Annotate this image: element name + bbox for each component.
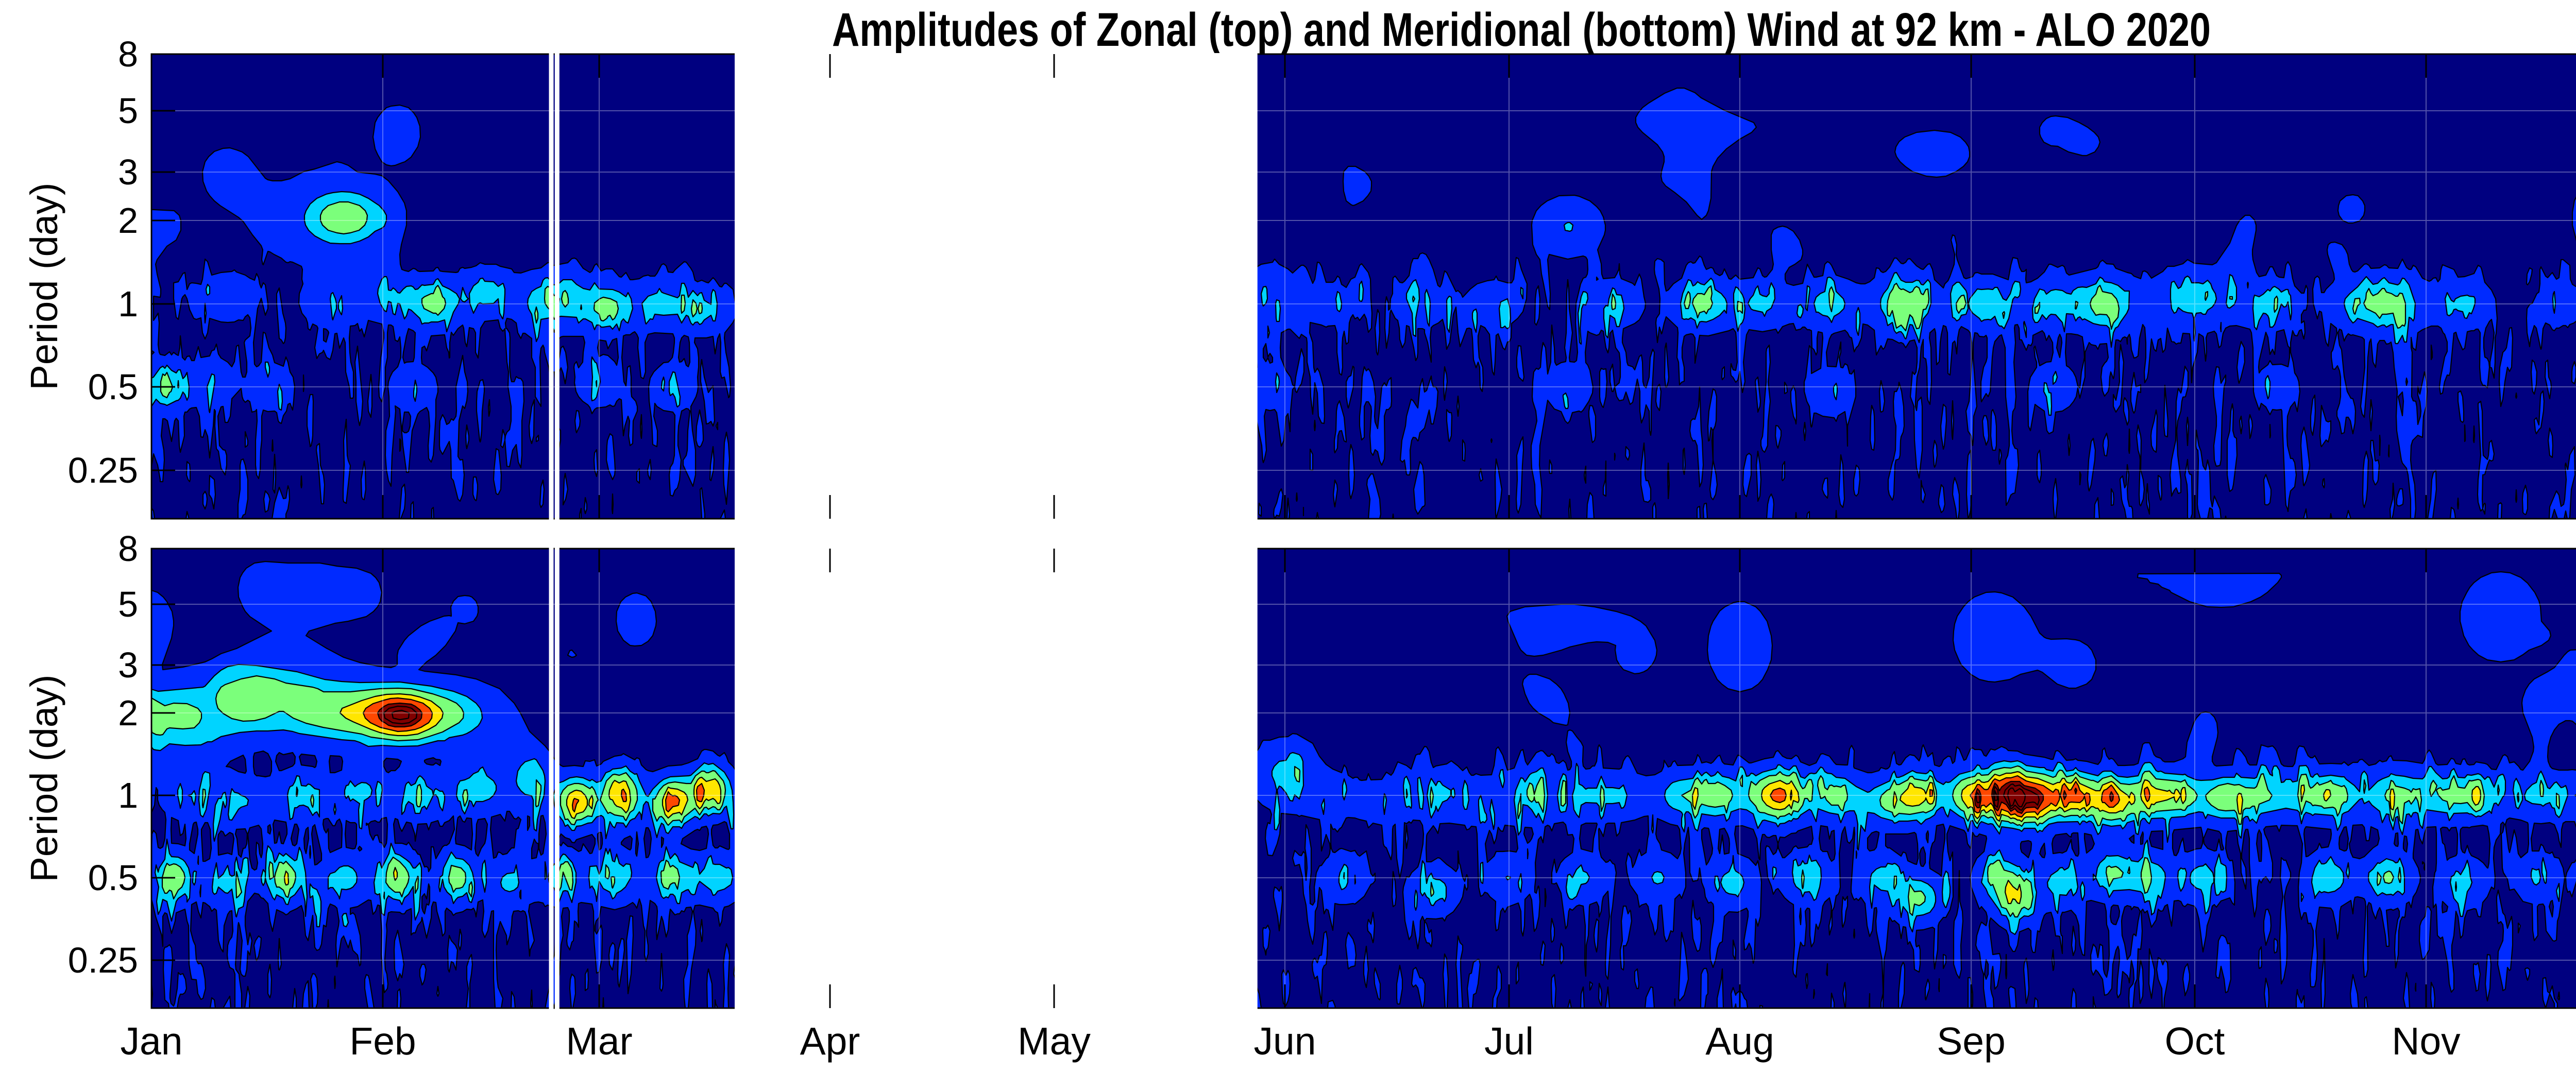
svg-text:5: 5	[118, 91, 138, 131]
svg-text:May: May	[1018, 1019, 1091, 1063]
svg-text:8: 8	[118, 34, 138, 74]
svg-text:0.5: 0.5	[88, 367, 138, 407]
svg-text:Amplitudes of Zonal (top) and: Amplitudes of Zonal (top) and Meridional…	[832, 4, 2211, 56]
svg-text:Jun: Jun	[1254, 1019, 1316, 1063]
svg-text:Jan: Jan	[121, 1019, 183, 1063]
svg-text:0.5: 0.5	[88, 858, 138, 898]
svg-text:0.25: 0.25	[68, 450, 138, 490]
svg-text:1: 1	[118, 775, 138, 815]
svg-text:5: 5	[118, 584, 138, 624]
svg-text:8: 8	[118, 529, 138, 569]
svg-text:Mar: Mar	[566, 1019, 632, 1063]
svg-text:1: 1	[118, 284, 138, 324]
svg-text:3: 3	[118, 152, 138, 192]
svg-text:Period (day): Period (day)	[23, 182, 65, 390]
svg-text:Jul: Jul	[1484, 1019, 1534, 1063]
svg-text:Aug: Aug	[1705, 1019, 1774, 1063]
svg-text:3: 3	[118, 645, 138, 685]
svg-text:0.25: 0.25	[68, 940, 138, 980]
svg-text:2: 2	[118, 693, 138, 733]
svg-text:Oct: Oct	[2165, 1019, 2225, 1063]
svg-text:Period (day): Period (day)	[23, 674, 65, 882]
svg-text:Feb: Feb	[349, 1019, 416, 1063]
svg-text:Nov: Nov	[2392, 1019, 2461, 1063]
svg-text:2: 2	[118, 200, 138, 241]
svg-text:Apr: Apr	[800, 1019, 860, 1063]
svg-text:Sep: Sep	[1937, 1019, 2005, 1063]
